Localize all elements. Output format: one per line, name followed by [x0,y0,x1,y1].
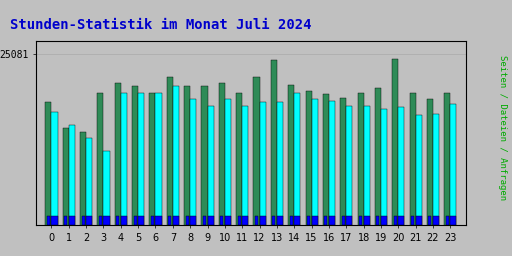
Bar [433,216,439,225]
Bar [340,98,346,256]
Bar [288,85,294,256]
Bar [103,216,110,225]
Bar [115,83,121,256]
Bar [381,216,387,225]
Bar [242,106,248,256]
Bar [173,216,179,225]
Bar [375,88,381,256]
Bar [416,216,422,225]
Bar [238,216,241,225]
Bar [225,216,231,225]
Bar [51,112,57,256]
Bar [416,115,422,256]
Bar [307,216,310,225]
Bar [242,216,248,225]
Bar [312,216,317,225]
Bar [207,216,214,225]
Bar [86,216,92,225]
Bar [398,107,404,256]
Bar [47,216,50,225]
Bar [290,216,293,225]
Bar [236,93,242,256]
Bar [132,86,138,256]
Bar [357,93,364,256]
Bar [86,138,92,256]
Bar [329,101,335,256]
Bar [173,86,179,256]
Bar [207,106,214,256]
Bar [255,216,258,225]
Bar [325,216,327,225]
Bar [451,104,456,256]
Bar [167,77,173,256]
Bar [392,59,398,256]
Bar [271,60,277,256]
Bar [156,93,162,256]
Bar [51,216,57,225]
Bar [116,216,119,225]
Bar [451,216,456,225]
Text: Seiten / Dateien / Anfragen: Seiten / Dateien / Anfragen [498,56,507,200]
Bar [346,106,352,256]
Bar [260,102,266,256]
Bar [277,216,283,225]
Bar [260,216,266,225]
Bar [411,216,414,225]
Bar [364,216,370,225]
Bar [312,99,317,256]
Bar [62,128,69,256]
Bar [168,216,172,225]
Bar [219,83,225,256]
Text: Stunden-Statistik im Monat Juli 2024: Stunden-Statistik im Monat Juli 2024 [10,18,312,32]
Bar [134,216,137,225]
Bar [150,93,156,256]
Bar [80,132,86,256]
Bar [376,216,379,225]
Bar [203,216,206,225]
Bar [156,216,162,225]
Bar [151,216,154,225]
Bar [446,216,449,225]
Bar [190,216,196,225]
Bar [294,93,301,256]
Bar [427,99,433,256]
Bar [201,86,207,256]
Bar [64,216,67,225]
Bar [103,151,110,256]
Bar [323,94,329,256]
Bar [272,216,275,225]
Bar [190,99,196,256]
Bar [359,216,362,225]
Bar [184,86,190,256]
Bar [121,216,127,225]
Bar [410,93,416,256]
Bar [444,93,451,256]
Bar [294,216,301,225]
Bar [69,216,75,225]
Bar [220,216,223,225]
Bar [186,216,188,225]
Bar [69,125,75,256]
Bar [277,102,283,256]
Bar [429,216,432,225]
Bar [81,216,84,225]
Bar [364,106,370,256]
Bar [121,93,127,256]
Bar [394,216,397,225]
Bar [306,91,312,256]
Bar [346,216,352,225]
Bar [398,216,404,225]
Bar [433,114,439,256]
Bar [342,216,345,225]
Bar [46,102,51,256]
Bar [138,93,144,256]
Bar [225,99,231,256]
Bar [97,93,103,256]
Bar [329,216,335,225]
Bar [99,216,102,225]
Bar [381,109,387,256]
Bar [253,77,260,256]
Bar [138,216,144,225]
